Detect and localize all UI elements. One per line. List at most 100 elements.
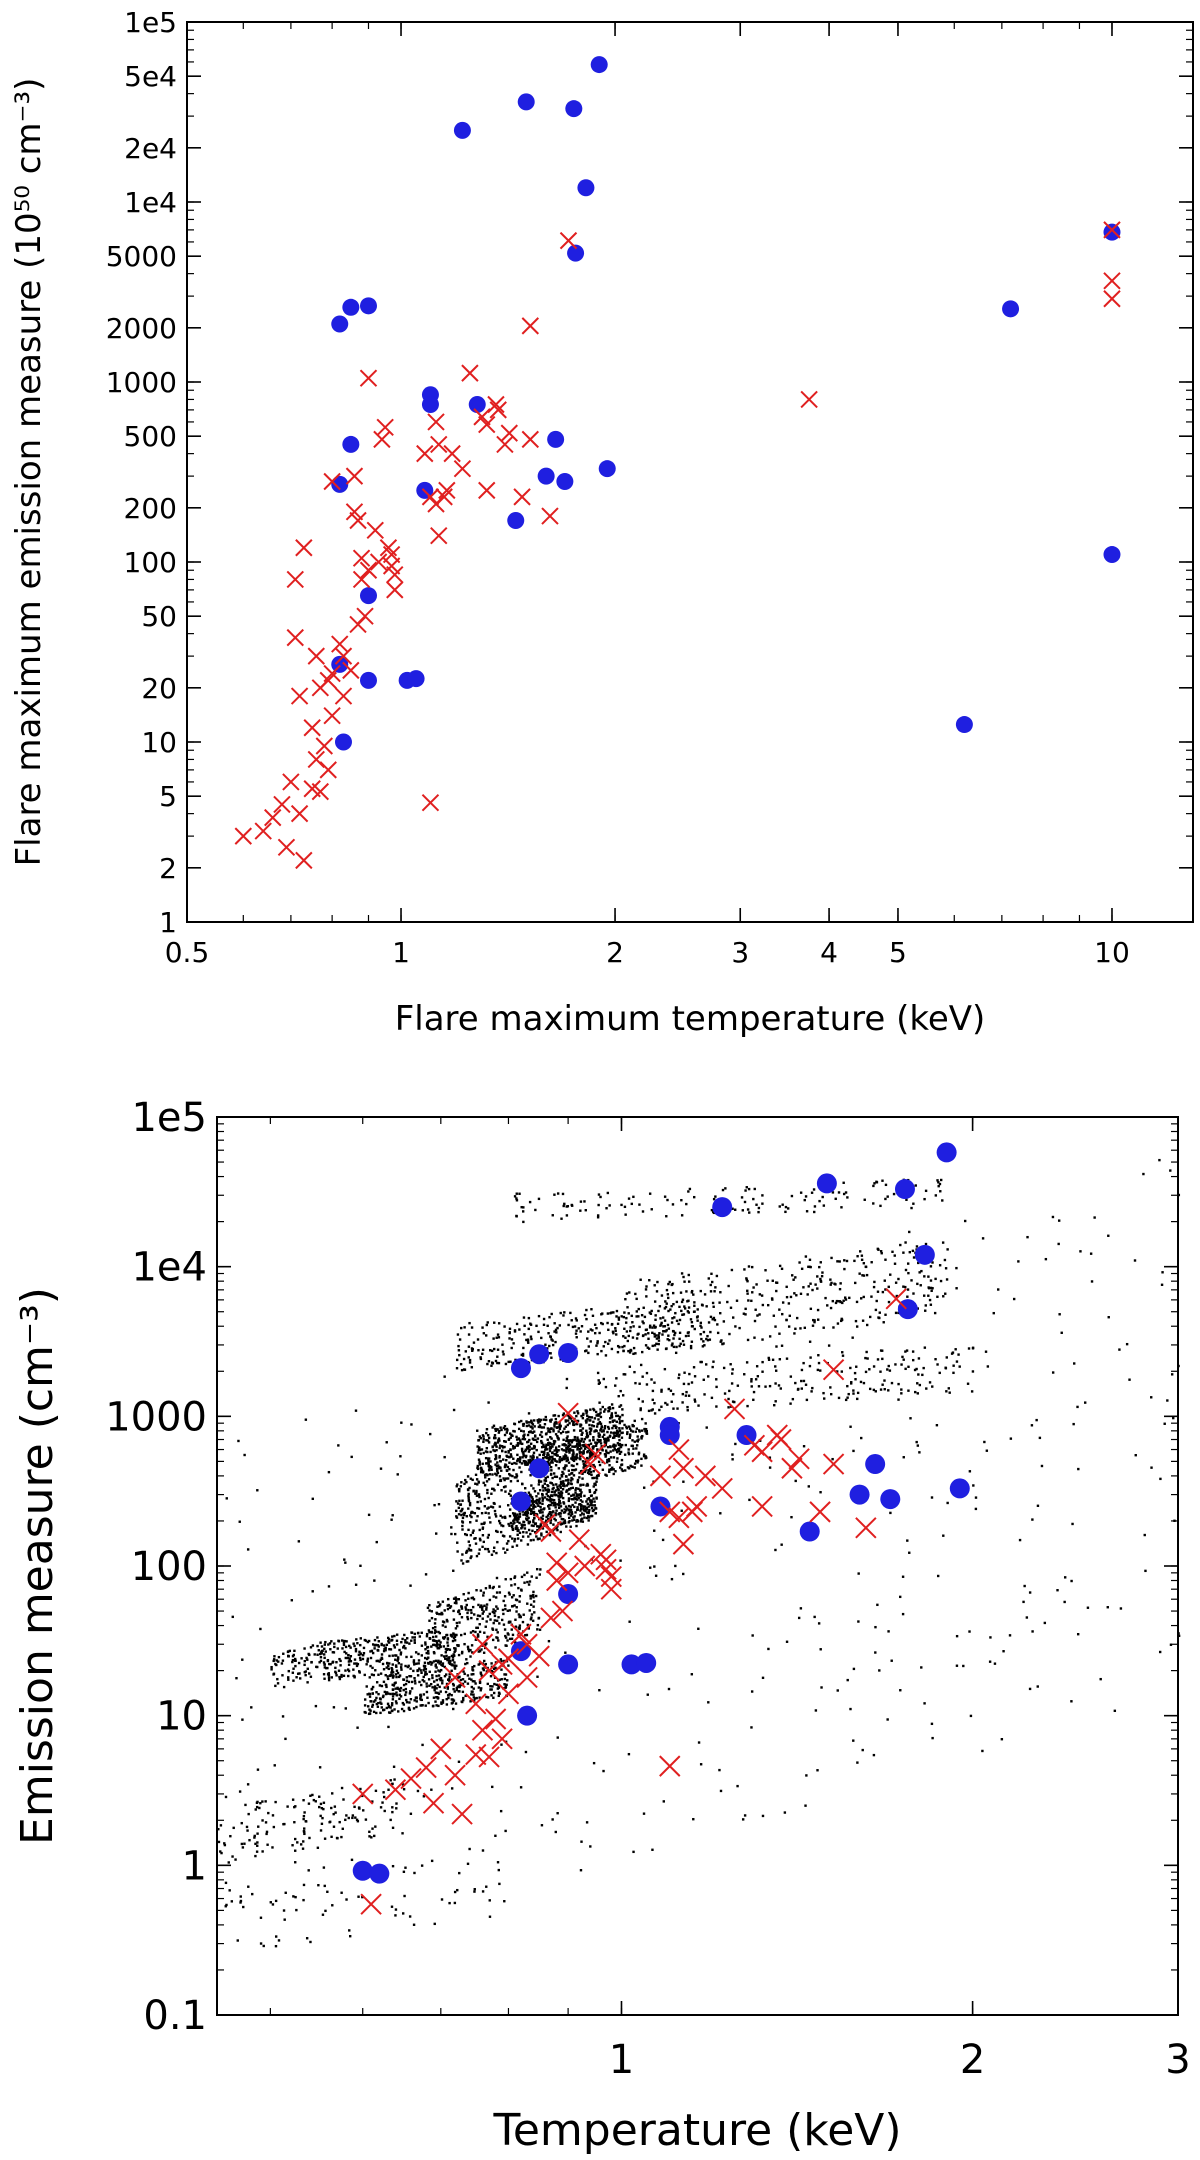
- top-blue-circle: [567, 244, 585, 262]
- bottom-black-dot: [457, 1513, 461, 1516]
- bottom-black-dot: [533, 1425, 536, 1428]
- bottom-black-dot: [667, 1334, 670, 1337]
- bottom-black-dot: [672, 1302, 675, 1306]
- bottom-black-dot: [540, 1439, 543, 1443]
- bottom-black-dot: [641, 1375, 644, 1378]
- bottom-black-dot: [414, 1682, 417, 1685]
- bottom-black-dot: [466, 1611, 469, 1615]
- bottom-black-dot: [526, 1518, 529, 1521]
- bottom-y-tick-label: 10: [156, 1694, 207, 1740]
- bottom-black-dot: [537, 1617, 540, 1620]
- top-y-tick-label: 5e4: [124, 60, 177, 93]
- bottom-black-dot: [618, 1452, 622, 1455]
- bottom-black-dot: [479, 1539, 482, 1542]
- bottom-black-dot: [618, 1427, 621, 1430]
- bottom-black-dot: [470, 1511, 473, 1515]
- bottom-black-dot: [661, 1316, 665, 1319]
- bottom-black-dot: [604, 1454, 608, 1457]
- bottom-black-dot: [868, 1368, 871, 1371]
- bottom-black-dot: [448, 1673, 451, 1676]
- bottom-black-dot: [511, 1434, 514, 1438]
- bottom-black-dot: [689, 1318, 693, 1321]
- bottom-black-dot: [498, 1505, 502, 1508]
- bottom-black-dot: [475, 1554, 479, 1558]
- bottom-black-dot: [379, 1698, 382, 1701]
- top-red-cross: [286, 628, 304, 647]
- bottom-black-dot: [666, 1198, 669, 1202]
- bottom-black-dot: [437, 1647, 441, 1650]
- bottom-black-dot: [895, 1294, 899, 1298]
- bottom-black-dot: [377, 1692, 380, 1696]
- bottom-black-dot: [495, 1619, 499, 1622]
- bottom-black-dot: [642, 1453, 646, 1456]
- bottom-black-dot: [487, 1496, 490, 1500]
- bottom-black-dot: [768, 1466, 772, 1469]
- bottom-black-dot: [455, 1358, 459, 1362]
- bottom-black-dot: [678, 1331, 682, 1335]
- bottom-black-dot: [531, 1458, 535, 1462]
- bottom-black-dot: [986, 1365, 990, 1368]
- bottom-black-dot: [912, 1202, 915, 1205]
- bottom-black-dot: [603, 1424, 607, 1428]
- top-blue-circle: [359, 671, 377, 689]
- bottom-black-dot: [253, 1834, 256, 1838]
- bottom-black-dot: [441, 1600, 445, 1603]
- bottom-black-dot: [554, 1519, 557, 1522]
- bottom-black-dot: [775, 1345, 778, 1348]
- bottom-black-dot: [931, 1287, 934, 1290]
- bottom-black-dot: [255, 1801, 259, 1805]
- bottom-black-dot: [389, 1674, 393, 1677]
- bottom-black-dot: [883, 1388, 886, 1391]
- top-blue-circle: [331, 315, 349, 333]
- bottom-black-dot: [476, 1506, 479, 1510]
- bottom-black-dot: [710, 1396, 714, 1400]
- bottom-black-dot: [383, 1809, 386, 1813]
- bottom-blue-circle: [529, 1458, 550, 1479]
- bottom-black-dot: [487, 1550, 491, 1553]
- bottom-black-dot: [616, 1431, 619, 1434]
- bottom-black-dot: [387, 1705, 391, 1709]
- bottom-black-dot: [456, 1541, 459, 1544]
- bottom-black-dot: [479, 1671, 483, 1674]
- bottom-black-dot: [640, 1429, 644, 1432]
- bottom-black-dot: [479, 1466, 483, 1470]
- bottom-black-dot: [824, 1296, 827, 1300]
- bottom-black-dot: [484, 1547, 487, 1551]
- top-red-cross: [286, 570, 304, 589]
- bottom-black-dot: [453, 1901, 457, 1905]
- bottom-black-dot: [412, 1707, 416, 1710]
- bottom-black-dot: [381, 1662, 385, 1666]
- bottom-black-dot: [1144, 1569, 1147, 1573]
- bottom-black-dot: [388, 1662, 391, 1665]
- bottom-black-dot: [675, 1345, 678, 1349]
- bottom-black-dot: [467, 1540, 471, 1543]
- bottom-black-dot: [839, 1300, 842, 1304]
- bottom-black-dot: [469, 1655, 472, 1658]
- bottom-black-dot: [470, 1644, 474, 1647]
- bottom-black-dot: [598, 1433, 601, 1437]
- bottom-black-dot: [578, 1442, 581, 1445]
- top-red-cross: [277, 838, 296, 857]
- bottom-black-dot: [394, 1664, 398, 1667]
- bottom-black-dot: [420, 1644, 424, 1647]
- bottom-black-dot: [375, 1711, 378, 1715]
- bottom-black-dot: [558, 1425, 562, 1428]
- bottom-black-dot: [432, 1650, 436, 1654]
- bottom-black-dot: [631, 1452, 634, 1455]
- bottom-black-dot: [719, 1311, 722, 1315]
- bottom-black-dot: [508, 1535, 512, 1538]
- bottom-black-dot: [371, 1692, 374, 1695]
- bottom-black-dot: [474, 1542, 478, 1545]
- bottom-black-dot: [399, 1653, 402, 1656]
- bottom-black-dot: [1008, 1634, 1012, 1637]
- bottom-black-dot: [844, 1191, 848, 1194]
- bottom-black-dot: [391, 1810, 394, 1814]
- bottom-black-dot: [843, 1259, 846, 1262]
- bottom-black-dot: [483, 1497, 487, 1501]
- bottom-black-dot: [687, 1394, 691, 1397]
- bottom-black-dot: [435, 1635, 438, 1638]
- bottom-black-dot: [471, 1531, 475, 1534]
- bottom-black-dot: [834, 1197, 837, 1201]
- bottom-black-dot: [434, 1626, 437, 1629]
- bottom-black-dot: [385, 1691, 389, 1694]
